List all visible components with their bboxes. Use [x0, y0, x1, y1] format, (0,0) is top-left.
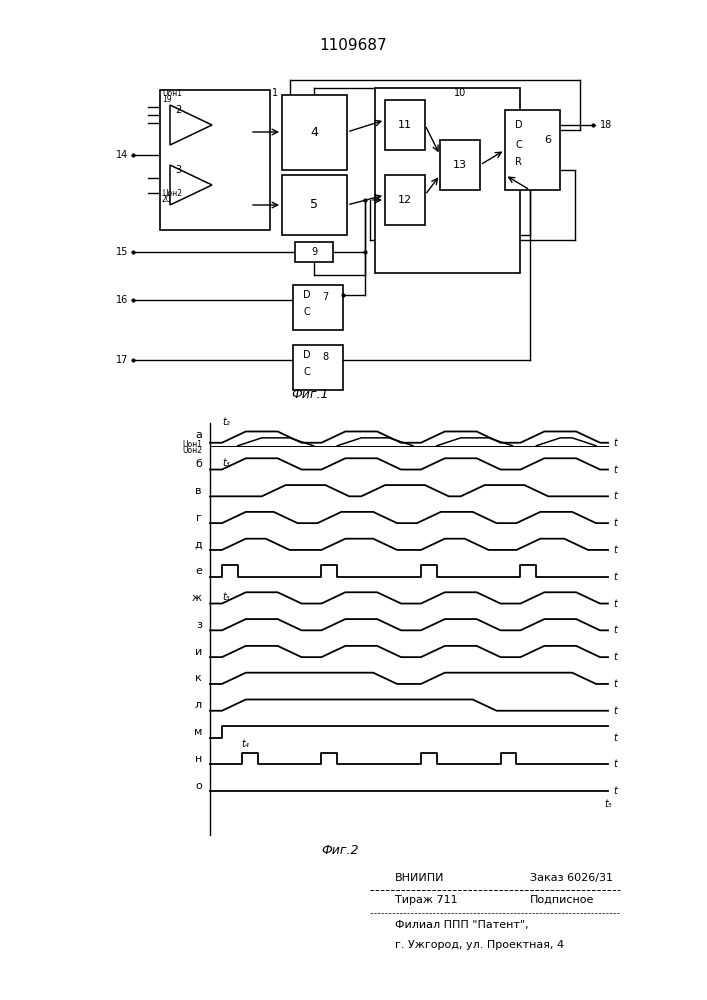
Text: Подписное: Подписное — [530, 895, 595, 905]
Text: 2: 2 — [175, 105, 181, 115]
Text: Заказ 6026/31: Заказ 6026/31 — [530, 873, 613, 883]
Text: Фиг.2: Фиг.2 — [321, 844, 358, 856]
Text: о: о — [195, 781, 202, 791]
Text: t₄: t₄ — [242, 739, 250, 749]
Text: t: t — [613, 706, 617, 716]
Text: 20: 20 — [162, 196, 172, 205]
Text: 6: 6 — [544, 135, 551, 145]
Text: е: е — [195, 566, 202, 576]
Text: D: D — [303, 290, 310, 300]
Text: 8: 8 — [322, 352, 328, 362]
Text: г. Ужгород, ул. Проектная, 4: г. Ужгород, ул. Проектная, 4 — [395, 940, 564, 950]
Text: Uон1: Uон1 — [162, 89, 182, 98]
Text: t: t — [613, 518, 617, 528]
Text: t: t — [613, 545, 617, 555]
Bar — [160, 90, 270, 230]
Text: з: з — [196, 620, 202, 630]
Text: t: t — [613, 733, 617, 743]
Text: 9: 9 — [311, 247, 317, 257]
Text: 14: 14 — [116, 150, 128, 160]
Text: Uон2: Uон2 — [182, 446, 202, 455]
Text: н: н — [194, 754, 202, 764]
Text: C: C — [303, 307, 310, 317]
Text: D: D — [303, 350, 310, 360]
Text: C: C — [303, 367, 310, 377]
Text: C: C — [515, 140, 522, 150]
Text: 1: 1 — [272, 88, 278, 98]
Text: 17: 17 — [116, 355, 128, 365]
Text: л: л — [195, 700, 202, 710]
Bar — [293, 285, 343, 330]
Bar — [440, 140, 480, 190]
Text: 15: 15 — [116, 247, 128, 257]
Text: Тираж 711: Тираж 711 — [395, 895, 457, 905]
Text: 4: 4 — [310, 125, 318, 138]
Bar — [293, 345, 343, 390]
Text: м: м — [194, 727, 202, 737]
Text: Филиал ППП "Патент",: Филиал ППП "Патент", — [395, 920, 529, 930]
Text: t: t — [613, 786, 617, 796]
Text: t₅: t₅ — [222, 592, 230, 602]
Bar — [295, 242, 333, 262]
Text: ВНИИПИ: ВНИИПИ — [395, 873, 445, 883]
Text: t₃: t₃ — [222, 458, 230, 468]
Text: 5: 5 — [310, 198, 318, 212]
Text: и: и — [194, 647, 202, 657]
Text: г: г — [196, 513, 202, 523]
Text: t: t — [613, 572, 617, 582]
Polygon shape — [170, 165, 212, 205]
Text: 3: 3 — [175, 165, 181, 175]
Polygon shape — [170, 105, 212, 145]
Text: 19: 19 — [162, 96, 172, 104]
Text: 11: 11 — [398, 120, 412, 130]
Text: t: t — [613, 491, 617, 501]
Text: б: б — [195, 459, 202, 469]
Bar — [375, 88, 520, 273]
Text: D: D — [515, 120, 522, 130]
Text: t: t — [613, 759, 617, 769]
Text: 10: 10 — [454, 88, 466, 98]
Text: t: t — [613, 599, 617, 609]
Text: 1109687: 1109687 — [319, 37, 387, 52]
Text: Фиг.1: Фиг.1 — [291, 388, 329, 401]
Bar — [282, 95, 347, 170]
Bar — [385, 100, 425, 150]
Text: 18: 18 — [600, 120, 612, 130]
Text: t: t — [613, 438, 617, 448]
Text: Uон1: Uон1 — [182, 440, 202, 449]
Text: t: t — [613, 679, 617, 689]
Text: t: t — [613, 465, 617, 475]
Text: 16: 16 — [116, 295, 128, 305]
Text: t₂: t₂ — [222, 417, 230, 427]
Bar — [282, 175, 347, 235]
Text: t₅: t₅ — [604, 799, 612, 809]
Text: в: в — [196, 486, 202, 496]
Text: ж: ж — [192, 593, 202, 603]
Text: д: д — [194, 539, 202, 549]
Text: t: t — [613, 652, 617, 662]
Bar — [385, 175, 425, 225]
Text: t: t — [613, 625, 617, 635]
Text: 13: 13 — [453, 160, 467, 170]
Text: 12: 12 — [398, 195, 412, 205]
Text: Uон2: Uон2 — [162, 188, 182, 198]
Text: R: R — [515, 157, 522, 167]
Text: к: к — [195, 673, 202, 683]
Text: а: а — [195, 430, 202, 440]
Text: 7: 7 — [322, 292, 328, 302]
Bar — [505, 110, 560, 190]
